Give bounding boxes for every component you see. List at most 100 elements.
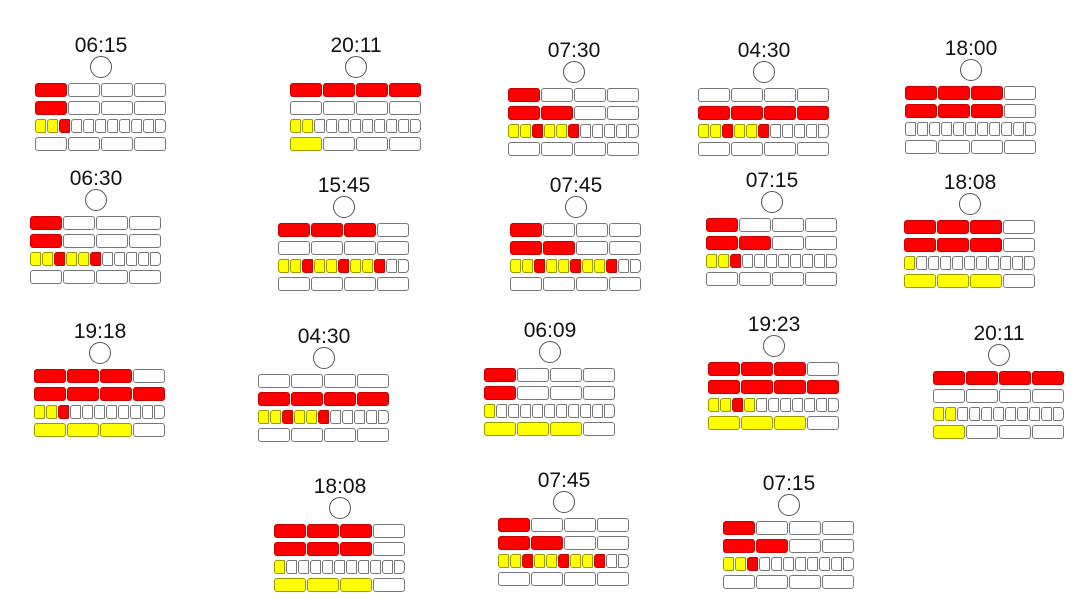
lamp [805,218,837,232]
lamp [517,386,549,400]
lamp [508,142,540,156]
lamp [768,398,779,412]
lamp [905,140,937,154]
lamp [780,398,791,412]
lamp [522,554,533,568]
lamp [78,252,89,266]
lamp [582,259,593,273]
lamp [119,119,130,133]
lamp [1004,86,1036,100]
lamp [805,272,837,286]
lamp [290,119,301,133]
lamp [770,124,781,138]
lamp [795,557,806,571]
lamp [971,104,1003,118]
lamp [134,101,166,115]
lamp [520,124,531,138]
lamp [484,386,516,400]
lamp [67,423,99,437]
clock-time-label: 18:08 [313,475,367,498]
lamp [822,539,854,553]
lamp [746,124,757,138]
lamp-row-large [904,238,1036,252]
lamp [822,521,854,535]
lamp [558,554,569,568]
lamp [916,256,927,270]
lamp [326,119,337,133]
lamp [330,410,341,424]
lamp [63,270,95,284]
berlin-clock: 18:08 [904,172,1044,297]
lamp-row-large [708,380,840,394]
lamp [706,272,738,286]
lamp [302,259,313,273]
lamp [937,274,969,288]
lamp [340,578,372,592]
lamp [698,106,730,120]
seconds-lamp [333,196,355,218]
lamp [1032,371,1064,385]
lamp [783,557,794,571]
lamp [710,124,721,138]
lamp [340,524,372,538]
seconds-lamp [90,56,112,78]
lamp [904,274,936,288]
lamp [350,259,361,273]
lamp [30,270,62,284]
lamp [904,238,936,252]
lamp [550,422,582,436]
lamp-row-large [258,392,390,406]
lamp-row-large [698,142,830,156]
lamp [708,416,740,430]
lamp [1013,122,1024,136]
lamp [278,277,310,291]
lamp [129,270,161,284]
clock-time-label: 06:15 [74,34,128,57]
lamp [34,423,66,437]
lamp [68,137,100,151]
lamp [819,557,830,571]
lamp [294,410,305,424]
lamp [708,398,719,412]
lamp [274,560,285,574]
lamp [843,557,854,571]
lamp [324,428,356,442]
lamp [945,407,956,421]
lamp [568,124,579,138]
seconds-lamp [89,342,111,364]
lamp [594,259,605,273]
lamp [789,539,821,553]
lamp [807,416,839,430]
lamp [797,106,829,120]
lamp [1004,104,1036,118]
lamp [1000,256,1011,270]
lamp-row-large [35,101,167,115]
lamp [59,119,70,133]
berlin-clock: 07:15 [706,170,846,295]
lamp [732,398,743,412]
lamp [258,374,290,388]
lamp [708,380,740,394]
lamp [541,106,573,120]
lamp [1004,140,1036,154]
lamp [576,223,608,237]
lamp-row-large [723,539,855,553]
lamp [94,405,105,419]
lamp-row-large [34,369,166,383]
lamp [318,410,329,424]
lamp [607,106,639,120]
lamp [291,428,323,442]
lamp [357,374,389,388]
lamp [398,119,409,133]
lamp [101,137,133,151]
lamp [290,101,322,115]
lamp [142,405,153,419]
lamp [904,220,936,234]
lamp [597,572,629,586]
lamp [30,216,62,230]
berlin-clock: 18:08 [274,476,414,601]
lamp [774,362,806,376]
berlin-clock: 06:15 [35,35,175,160]
lamp [905,104,937,118]
lamp [510,241,542,255]
